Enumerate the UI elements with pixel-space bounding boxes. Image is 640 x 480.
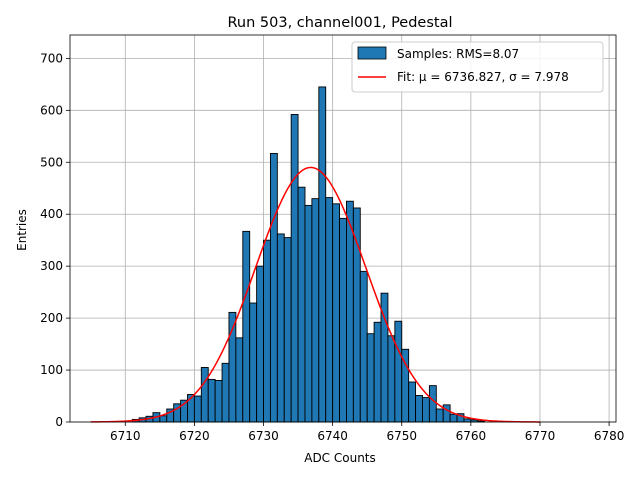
histogram-bar bbox=[269, 152, 278, 423]
histogram-bar bbox=[235, 337, 244, 423]
legend-label-samples: Samples: RMS=8.07 bbox=[397, 47, 519, 61]
histogram-bar bbox=[214, 379, 223, 423]
x-axis-ticks: 6710 6720 6730 6740 6750 6760 6770 6780 bbox=[110, 422, 624, 443]
legend-label-fit: Fit: μ = 6736.827, σ = 7.978 bbox=[397, 70, 569, 84]
histogram-bar bbox=[373, 321, 382, 423]
x-tick-label: 6770 bbox=[525, 429, 556, 443]
x-tick-label: 6710 bbox=[110, 429, 141, 443]
histogram-bar bbox=[304, 204, 313, 423]
histogram-bar bbox=[442, 404, 451, 423]
y-tick-label: 500 bbox=[40, 155, 63, 169]
legend: Samples: RMS=8.07 Fit: μ = 6736.827, σ =… bbox=[351, 41, 604, 93]
y-axis-label: Entries bbox=[15, 209, 29, 251]
histogram-bar bbox=[318, 86, 327, 423]
histogram-bar bbox=[311, 198, 320, 423]
histogram-bar bbox=[449, 413, 458, 423]
histogram-bar bbox=[428, 385, 437, 423]
histogram-bar bbox=[394, 320, 403, 423]
chart-title: Run 503, channel001, Pedestal bbox=[227, 15, 452, 31]
histogram-bar bbox=[242, 230, 251, 423]
histogram-bar bbox=[221, 362, 230, 423]
histogram-bar bbox=[325, 197, 334, 423]
histogram-bar bbox=[256, 265, 264, 423]
y-tick-label: 700 bbox=[40, 51, 63, 65]
plot-frame bbox=[69, 34, 617, 423]
histogram-bar bbox=[283, 237, 292, 423]
fit-curve bbox=[90, 166, 540, 423]
x-tick-label: 6720 bbox=[179, 429, 210, 443]
histogram-bar bbox=[359, 270, 368, 423]
histogram-bar bbox=[249, 302, 258, 423]
histogram-bar bbox=[263, 239, 271, 423]
y-axis-ticks: 0 100 200 300 400 500 600 700 bbox=[40, 51, 70, 429]
grid bbox=[70, 35, 616, 423]
x-tick-label: 6760 bbox=[456, 429, 487, 443]
y-tick-label: 0 bbox=[55, 415, 63, 429]
histogram-bar bbox=[290, 114, 299, 423]
histogram-bar bbox=[352, 207, 361, 423]
y-tick-label: 200 bbox=[40, 311, 63, 325]
histogram-bar bbox=[297, 186, 306, 423]
histogram-bar bbox=[207, 378, 216, 423]
x-tick-label: 6780 bbox=[594, 429, 625, 443]
y-tick-label: 600 bbox=[40, 103, 63, 117]
histogram-bar bbox=[387, 335, 396, 423]
x-axis-label: ADC Counts bbox=[304, 451, 376, 465]
y-tick-label: 300 bbox=[40, 259, 63, 273]
histogram-bar bbox=[159, 415, 168, 423]
histogram-bar bbox=[463, 418, 472, 423]
histogram-bar bbox=[200, 367, 209, 423]
histogram-bar bbox=[435, 408, 444, 423]
histogram-bar bbox=[366, 333, 375, 423]
histogram-bar bbox=[422, 397, 430, 423]
histogram-bars bbox=[131, 86, 486, 423]
y-tick-label: 100 bbox=[40, 363, 63, 377]
y-tick-label: 400 bbox=[40, 207, 63, 221]
histogram-bar bbox=[339, 217, 347, 423]
histogram-bar bbox=[193, 395, 202, 423]
x-tick-label: 6740 bbox=[317, 429, 348, 443]
legend-box bbox=[351, 41, 604, 93]
x-tick-label: 6730 bbox=[248, 429, 279, 443]
x-tick-label: 6750 bbox=[386, 429, 417, 443]
histogram-bar bbox=[332, 203, 340, 423]
histogram-bar bbox=[415, 395, 423, 423]
histogram-bar bbox=[276, 233, 285, 423]
histogram-bar bbox=[408, 381, 417, 423]
legend-swatch-samples bbox=[357, 46, 387, 60]
histogram-bar bbox=[346, 200, 354, 423]
